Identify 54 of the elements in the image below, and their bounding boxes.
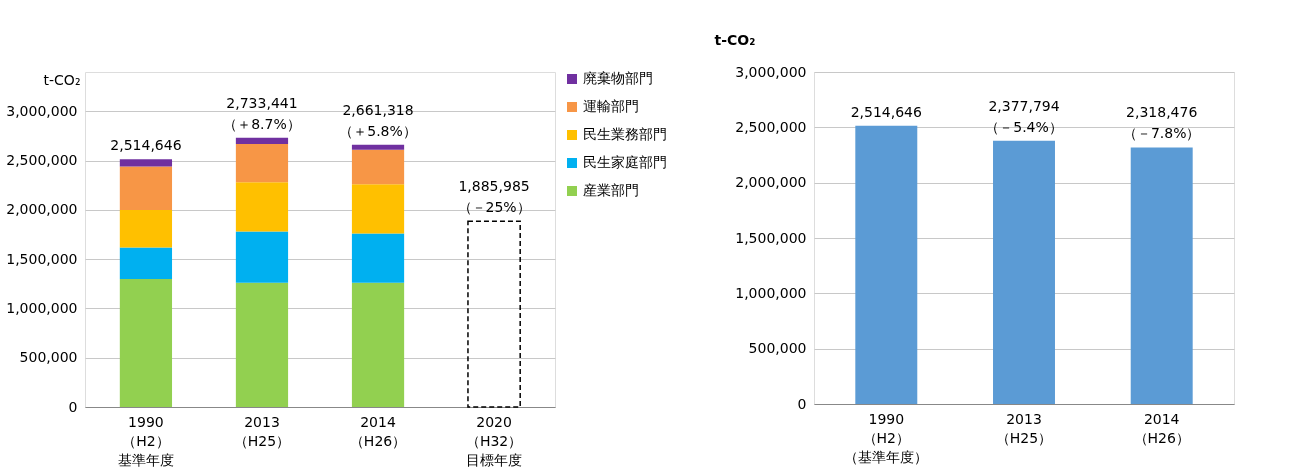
x-tick-label: 2014（H26） bbox=[1133, 410, 1190, 446]
y-tick-label: 2,000,000 bbox=[6, 201, 78, 218]
y-tick-label: 500,000 bbox=[748, 340, 807, 357]
y-tick-label: 3,000,000 bbox=[735, 63, 807, 80]
text: 2,733,441 （＋8.7%） bbox=[223, 94, 301, 132]
x-tick-label: 2013（H25） bbox=[233, 413, 291, 449]
bar bbox=[235, 282, 289, 407]
text: 2,661,318 （＋5.8%） bbox=[339, 101, 417, 139]
bar bbox=[351, 144, 405, 150]
bar bbox=[119, 209, 173, 248]
bar bbox=[1130, 147, 1193, 404]
bar bbox=[351, 149, 405, 185]
bar bbox=[351, 184, 405, 234]
bar bbox=[855, 125, 918, 404]
bar bbox=[119, 278, 173, 407]
x-tick-label: 1990（H2）基準年度 bbox=[117, 413, 174, 468]
bar bbox=[119, 159, 173, 167]
bar bbox=[993, 140, 1055, 404]
y-axis-title: t-CO₂ bbox=[43, 71, 81, 88]
bar bbox=[467, 220, 521, 408]
text: 1,885,985 （－25%） bbox=[457, 178, 531, 216]
y-tick-label: 0 bbox=[797, 395, 807, 412]
bar bbox=[351, 282, 405, 407]
x-tick-label: 2013（H25） bbox=[995, 410, 1053, 446]
x-tick-label: 2020（H32）目標年度 bbox=[465, 413, 523, 468]
bar bbox=[235, 143, 289, 183]
y-tick-label: 2,500,000 bbox=[6, 152, 78, 169]
y-tick-label: 1,500,000 bbox=[6, 250, 78, 267]
x-tick-label: 1990（H2）（基準年度） bbox=[844, 410, 929, 465]
y-tick-label: 3,000,000 bbox=[6, 102, 78, 119]
legend-label: 民生家庭部門 bbox=[583, 154, 667, 170]
bar bbox=[351, 233, 405, 283]
bar bbox=[119, 166, 173, 210]
total-label: 2,514,646 bbox=[110, 137, 182, 154]
legend-label: 運輸部門 bbox=[583, 98, 639, 114]
y-tick-label: 1,500,000 bbox=[735, 229, 807, 246]
legend-label: 民生業務部門 bbox=[583, 126, 667, 142]
y-tick-label: 2,500,000 bbox=[735, 118, 807, 135]
y-axis-title: t-CO₂ bbox=[714, 31, 756, 48]
bar bbox=[235, 182, 289, 232]
data-label: 2,514,646 bbox=[850, 103, 923, 120]
y-tick-label: 0 bbox=[68, 398, 78, 415]
legend-label: 廃棄物部門 bbox=[583, 70, 653, 86]
y-tick-label: 1,000,000 bbox=[6, 299, 78, 316]
bar bbox=[235, 137, 289, 144]
y-tick-label: 500,000 bbox=[19, 349, 78, 366]
y-tick-label: 2,000,000 bbox=[735, 174, 807, 191]
text: 2,377,794 （－5.4%） bbox=[985, 97, 1063, 135]
text: 2,318,476 （－7.8%） bbox=[1122, 104, 1201, 142]
y-tick-label: 1,000,000 bbox=[735, 284, 807, 301]
bar bbox=[119, 247, 173, 279]
bar bbox=[235, 231, 289, 283]
x-tick-label: 2014（H26） bbox=[349, 413, 407, 449]
legend-label: 産業部門 bbox=[583, 182, 639, 198]
